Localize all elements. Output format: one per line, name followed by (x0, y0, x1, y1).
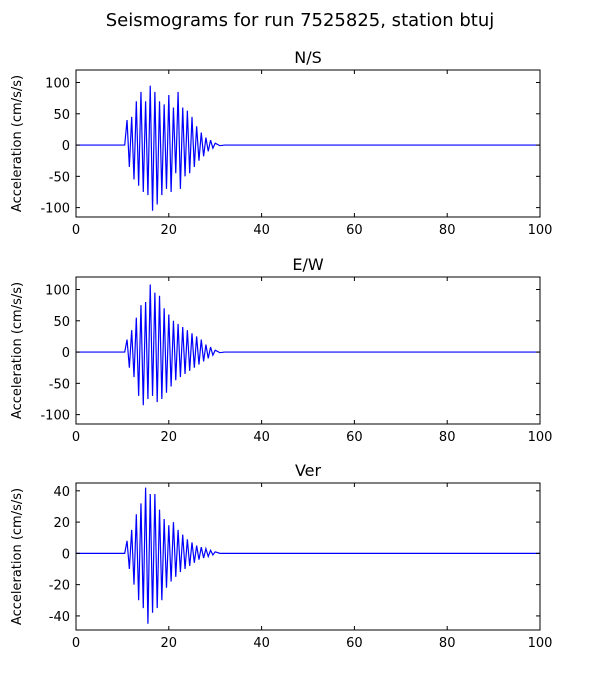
subplot-3: Ver Acceleration (cm/s/s) 0 20 40 60 80 100 -40 -… (10, 461, 552, 651)
x-tick-label: 40 (253, 430, 270, 445)
seismogram-trace (76, 85, 540, 211)
y-tick-label: -100 (40, 202, 70, 217)
y-tick-label: -50 (49, 170, 70, 185)
y-tick-label: 100 (45, 77, 70, 92)
y-tick-label: 100 (45, 284, 70, 299)
x-tick-label: 20 (161, 636, 178, 651)
y-tick-label: -50 (49, 377, 70, 392)
plot-frame (75, 276, 541, 425)
seismogram-trace (76, 487, 540, 624)
x-tick-label: 80 (439, 430, 456, 445)
subplot-title: Ver (295, 461, 322, 480)
x-tick-label: 100 (528, 223, 553, 238)
x-tick-label: 0 (72, 223, 80, 238)
x-tick-label: 80 (439, 223, 456, 238)
y-tick-label: -100 (40, 409, 70, 424)
y-tick-label: -40 (49, 610, 70, 625)
x-tick-label: 20 (161, 430, 178, 445)
y-tick-label: 40 (53, 485, 70, 500)
y-axis-label: Acceleration (cm/s/s) (10, 488, 25, 625)
subplot-1: N/S Acceleration (cm/s/s) 0 20 40 60 80 100 -100… (10, 48, 552, 238)
x-tick-label: 0 (72, 636, 80, 651)
y-tick-label: 50 (53, 315, 70, 330)
y-tick-label: 20 (53, 516, 70, 531)
plot-frame (75, 482, 541, 631)
y-axis-label: Acceleration (cm/s/s) (10, 75, 25, 212)
subplot-title: E/W (292, 255, 324, 274)
x-tick-label: 80 (439, 636, 456, 651)
y-tick-label: 50 (53, 108, 70, 123)
subplot-2: E/W Acceleration (cm/s/s) 0 20 40 60 80 100 -100… (10, 255, 552, 445)
seismogram-trace (76, 284, 540, 406)
y-tick-label: 0 (62, 139, 70, 154)
plot-frame (75, 69, 541, 218)
x-tick-label: 100 (528, 636, 553, 651)
x-tick-label: 40 (253, 223, 270, 238)
x-tick-label: 40 (253, 636, 270, 651)
x-tick-label: 100 (528, 430, 553, 445)
figure-suptitle: Seismograms for run 7525825, station btu… (105, 10, 495, 31)
subplot-title: N/S (294, 48, 322, 67)
x-tick-label: 60 (346, 636, 363, 651)
x-tick-label: 60 (346, 223, 363, 238)
y-tick-label: -20 (49, 579, 70, 594)
x-tick-label: 60 (346, 430, 363, 445)
x-tick-label: 0 (72, 430, 80, 445)
y-tick-label: 0 (62, 346, 70, 361)
y-tick-label: 0 (62, 547, 70, 562)
x-tick-label: 20 (161, 223, 178, 238)
y-axis-label: Acceleration (cm/s/s) (10, 282, 25, 419)
